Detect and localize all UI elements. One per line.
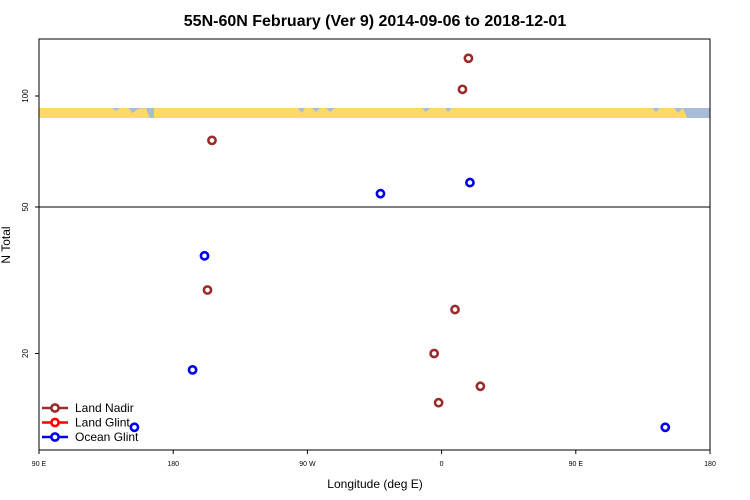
point-land-nadir — [463, 53, 474, 64]
point-land-nadir — [433, 397, 444, 408]
x-tick-label: 90 W — [299, 461, 316, 468]
y-tick-label: 100 — [21, 89, 30, 103]
legend-item-ocean-glint: Ocean Glint — [42, 430, 139, 444]
point-land-nadir — [207, 135, 217, 146]
point-land-nadir — [457, 84, 468, 95]
point-ocean-glint — [187, 364, 198, 375]
point-ocean-glint — [375, 188, 386, 199]
legend-label-ocean-glint: Ocean Glint — [75, 430, 139, 444]
legend-marker-ocean-glint — [50, 432, 60, 442]
x-tick-label: 180 — [167, 461, 179, 468]
x-tick-label: 90 E — [569, 461, 584, 468]
point-ocean-glint — [129, 422, 140, 433]
map-land-shape — [340, 111, 352, 118]
point-land-nadir — [475, 381, 486, 392]
point-land-nadir — [429, 348, 440, 359]
y-tick-label: 50 — [21, 202, 30, 211]
plot-frame — [38, 38, 711, 451]
x-tick-label: 0 — [440, 461, 444, 468]
x-tick-label: 180 — [704, 461, 716, 468]
legend-label-land-nadir: Land Nadir — [75, 401, 134, 415]
chart-title: 55N-60N February (Ver 9) 2014-09-06 to 2… — [184, 13, 567, 30]
point-land-nadir — [202, 285, 213, 295]
legend-item-land-nadir: Land Nadir — [42, 401, 134, 415]
point-ocean-glint — [660, 422, 671, 433]
point-ocean-glint — [199, 250, 210, 261]
y-axis-label: N Total — [0, 226, 13, 263]
point-land-nadir — [450, 304, 460, 315]
legend-item-land-glint: Land Glint — [42, 416, 130, 430]
legend-label-land-glint: Land Glint — [75, 416, 130, 430]
x-tick-label: 90 E — [32, 461, 47, 468]
x-axis-label: Longitude (deg E) — [327, 477, 422, 491]
legend-marker-land-nadir — [50, 403, 60, 413]
legend-marker-land-glint — [50, 417, 60, 428]
map-land-shape — [154, 108, 687, 118]
data-points — [129, 53, 671, 433]
map-land-shape — [39, 108, 150, 118]
y-tick-label: 20 — [21, 349, 30, 358]
x-axis: 90 E 180 90 W 0 90 E 180 — [32, 450, 716, 468]
point-ocean-glint — [465, 177, 475, 188]
y-axis: 20 50 100 — [21, 89, 39, 358]
map-strip — [39, 108, 710, 118]
